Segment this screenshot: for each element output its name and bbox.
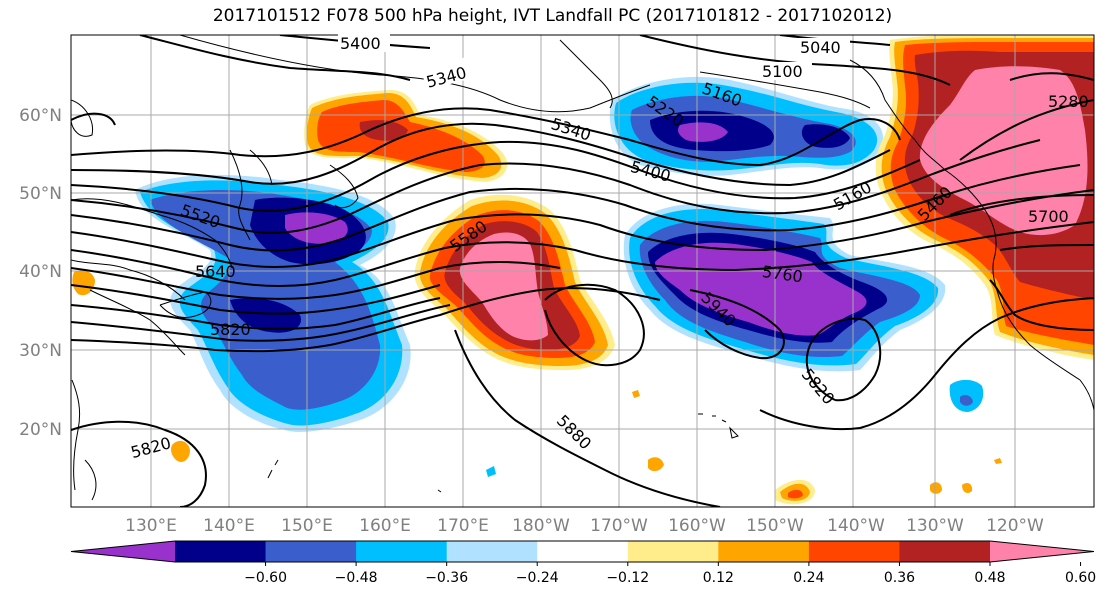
lon-label: 130°W	[906, 516, 964, 536]
lon-label: 130°E	[125, 516, 177, 536]
height-contours	[71, 35, 1094, 507]
colorbar-segment	[265, 541, 357, 562]
colorbar-tick-label: −0.12	[606, 570, 649, 586]
colorbar-extend-max	[990, 541, 1094, 562]
colorbar-tick-label: 0.12	[703, 570, 734, 586]
contour-label: 5280	[1048, 92, 1089, 111]
negative-anomaly-tiny	[486, 466, 496, 477]
lon-label: 180°W	[512, 516, 570, 536]
lon-label: 140°E	[203, 516, 255, 536]
colorbar-segment	[899, 541, 991, 562]
longitude-labels: 130°E 140°E 150°E 160°E 170°E 180°W 170°…	[125, 516, 1044, 536]
contour-label: 5100	[762, 62, 803, 81]
colorbar-segment	[808, 541, 900, 562]
map-title: 2017101512 F078 500 hPa height, IVT Land…	[212, 6, 893, 26]
contour-label: 5640	[195, 262, 236, 281]
lon-label: 150°W	[746, 516, 804, 536]
colorbar-tick-label: −0.60	[244, 570, 287, 586]
lon-label: 170°W	[590, 516, 648, 536]
negative-anomaly-small-core	[960, 394, 973, 406]
map-frame	[70, 34, 1095, 508]
colorbar-segment	[175, 541, 267, 562]
lon-label: 120°W	[986, 516, 1044, 536]
colorbar-tick-label: 0.48	[974, 570, 1005, 586]
lon-label: 160°E	[359, 516, 411, 536]
colorbar-extend-min	[71, 541, 175, 562]
contour-label: 5820	[210, 320, 251, 339]
lat-label: 60°N	[19, 106, 62, 126]
lat-label: 40°N	[19, 262, 62, 282]
positive-anomaly-small-blobs	[72, 270, 1002, 505]
coastlines	[71, 35, 1094, 501]
lat-label: 30°N	[19, 341, 62, 361]
lat-label: 50°N	[19, 184, 62, 204]
contour-label: 5700	[1028, 207, 1069, 226]
lon-label: 170°E	[437, 516, 489, 536]
colorbar-tick-label: 0.36	[884, 570, 915, 586]
colorbar-tick-label: 0.24	[793, 570, 824, 586]
colorbar-tick-label: 0.60	[1065, 570, 1096, 586]
negative-anomaly-bering	[609, 76, 884, 176]
colorbar-tick-label: −0.36	[425, 570, 468, 586]
graticule	[71, 35, 1094, 507]
colorbar-tick-label: −0.48	[335, 570, 378, 586]
colorbar-segment	[627, 541, 719, 562]
islands	[267, 413, 739, 493]
lon-label: 140°W	[827, 516, 885, 536]
colorbar: −0.60 −0.48 −0.36 −0.24 −0.12 0.12 0.24 0.36 0.4…	[70, 540, 1096, 586]
positive-anomaly-central-pacific	[414, 194, 615, 370]
lon-label: 160°W	[668, 516, 726, 536]
colorbar-tick-label: −0.24	[516, 570, 559, 586]
lat-label: 20°N	[19, 420, 62, 440]
lon-label: 150°E	[281, 516, 333, 536]
latitude-labels: 60°N 50°N 40°N 30°N 20°N	[19, 106, 62, 440]
colorbar-segment	[537, 541, 629, 562]
colorbar-segment	[718, 541, 810, 562]
colorbar-outline	[70, 540, 1095, 563]
contour-label: 5040	[800, 38, 841, 57]
contour-label: 5400	[340, 34, 381, 53]
negative-anomaly-central-pacific	[623, 203, 946, 372]
colorbar-segment	[356, 541, 448, 562]
colorbar-segment	[446, 541, 538, 562]
